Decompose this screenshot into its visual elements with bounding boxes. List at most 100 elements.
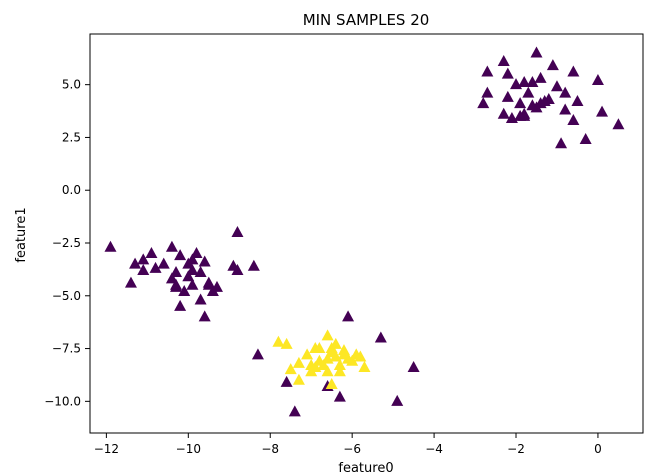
data-point-yellow <box>333 365 346 377</box>
y-tick-label: −7.5 <box>52 342 81 356</box>
data-point-purple <box>202 276 215 288</box>
data-point-yellow <box>329 337 342 349</box>
data-point-purple <box>526 99 539 111</box>
data-point-purple <box>104 240 117 252</box>
data-point-purple <box>481 65 494 77</box>
data-point-purple <box>407 361 420 373</box>
x-tick-label: −4 <box>425 442 443 456</box>
data-point-yellow <box>292 373 305 385</box>
y-tick-label: −2.5 <box>52 236 81 250</box>
data-point-purple <box>550 80 563 92</box>
data-point-purple <box>194 293 207 305</box>
data-point-purple <box>137 253 150 265</box>
data-point-purple <box>559 103 572 115</box>
chart-title: MIN SAMPLES 20 <box>303 11 430 29</box>
axes-frame <box>89 33 644 434</box>
data-point-purple <box>145 247 158 259</box>
x-tick-label: −10 <box>176 442 201 456</box>
scatter-points <box>104 46 625 417</box>
data-point-yellow <box>280 337 293 349</box>
data-point-purple <box>129 257 142 269</box>
data-point-purple <box>174 249 187 261</box>
data-point-purple <box>497 107 510 119</box>
data-point-purple <box>149 261 162 273</box>
data-point-purple <box>182 270 195 282</box>
data-point-purple <box>210 280 223 292</box>
data-point-purple <box>518 76 531 88</box>
y-axis-label: feature1 <box>14 207 29 262</box>
data-point-purple <box>137 263 150 275</box>
data-point-purple <box>174 299 187 311</box>
x-tick-label: −8 <box>261 442 279 456</box>
data-point-purple <box>546 59 559 71</box>
data-point-purple <box>251 348 264 360</box>
data-point-purple <box>391 394 404 406</box>
data-point-purple <box>231 225 244 237</box>
data-point-yellow <box>321 365 334 377</box>
data-point-purple <box>534 71 547 83</box>
data-point-purple <box>481 86 494 98</box>
data-point-purple <box>530 46 543 58</box>
data-point-purple <box>178 285 191 297</box>
data-point-purple <box>591 73 604 85</box>
data-point-yellow <box>358 361 371 373</box>
data-point-yellow <box>333 358 346 370</box>
data-point-purple <box>514 97 527 109</box>
data-point-purple <box>231 263 244 275</box>
data-point-purple <box>374 331 387 343</box>
data-point-purple <box>497 54 510 66</box>
data-point-purple <box>165 240 178 252</box>
data-point-purple <box>501 90 514 102</box>
data-point-purple <box>567 65 580 77</box>
data-point-yellow <box>313 342 326 354</box>
y-tick-label: −10.0 <box>44 394 81 408</box>
data-point-purple <box>165 272 178 284</box>
data-point-purple <box>170 266 183 278</box>
data-point-purple <box>567 114 580 126</box>
data-point-purple <box>182 257 195 269</box>
y-tick-label: 2.5 <box>62 130 81 144</box>
data-point-purple <box>194 266 207 278</box>
data-point-purple <box>198 310 211 322</box>
data-point-purple <box>157 257 170 269</box>
data-point-purple <box>514 109 527 121</box>
data-point-purple <box>342 310 355 322</box>
data-point-purple <box>186 278 199 290</box>
y-tick-label: 0.0 <box>62 183 81 197</box>
data-point-yellow <box>292 356 305 368</box>
x-tick-label: −12 <box>94 442 119 456</box>
data-point-yellow <box>321 329 334 341</box>
data-point-purple <box>501 67 514 79</box>
data-point-yellow <box>305 365 318 377</box>
data-point-purple <box>288 405 301 417</box>
data-point-purple <box>559 86 572 98</box>
y-tick-label: −5.0 <box>52 289 81 303</box>
data-point-purple <box>477 97 490 109</box>
data-point-purple <box>186 263 199 275</box>
data-point-purple <box>190 247 203 259</box>
y-tick-label: 5.0 <box>62 78 81 92</box>
data-point-purple <box>555 137 568 149</box>
data-point-purple <box>522 86 535 98</box>
data-point-purple <box>333 390 346 402</box>
data-point-purple <box>198 255 211 267</box>
y-axis: 5.0 2.5 0.0 −2.5 −5.0 −7.5 −10.0 <box>44 78 90 408</box>
data-point-yellow <box>284 363 297 375</box>
data-point-yellow <box>350 348 363 360</box>
data-point-yellow <box>325 377 338 389</box>
data-point-yellow <box>337 348 350 360</box>
x-tick-label: 0 <box>594 442 602 456</box>
x-axis-label: feature0 <box>338 461 393 476</box>
x-axis: −12 −10 −8 −6 −4 −2 0 <box>94 433 602 456</box>
data-point-purple <box>247 259 260 271</box>
data-point-purple <box>526 76 539 88</box>
data-point-purple <box>571 95 584 107</box>
data-point-purple <box>124 276 137 288</box>
data-point-purple <box>612 118 625 130</box>
x-tick-label: −6 <box>343 442 361 456</box>
data-point-yellow <box>272 335 285 347</box>
data-point-purple <box>170 280 183 292</box>
data-point-purple <box>538 95 551 107</box>
